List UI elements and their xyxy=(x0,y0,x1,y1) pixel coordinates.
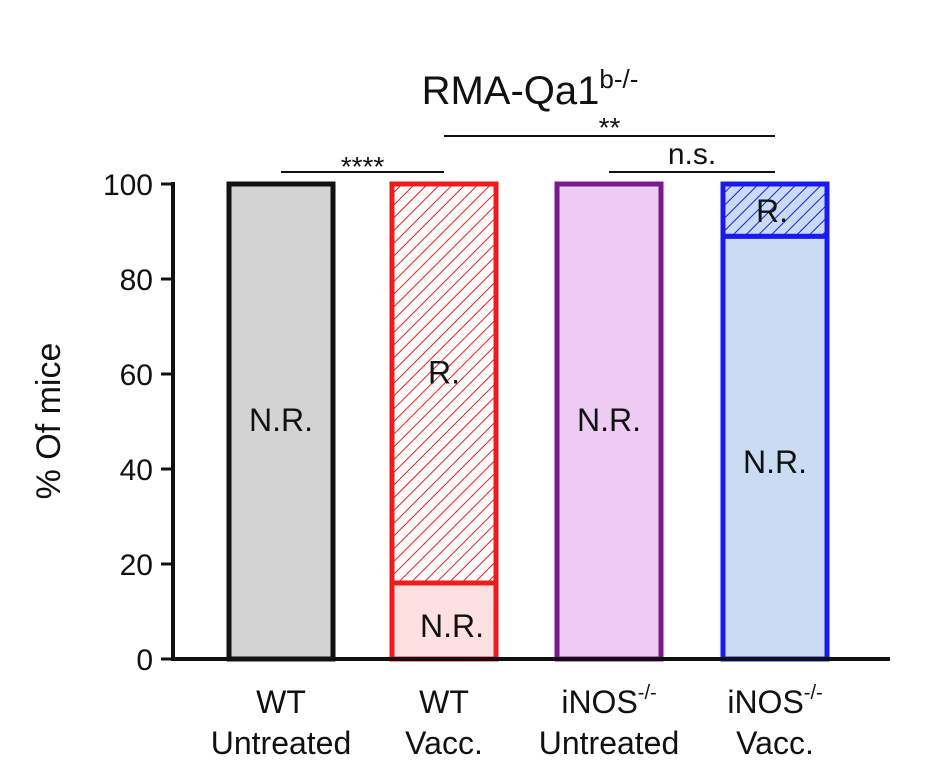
x-axis-labels: WT Untreated WT Vacc. iNOS-/- Untreated iNOS-/… xyxy=(211,682,823,761)
bar-segment-label: N.R. xyxy=(249,402,313,438)
bar-segment-label: N.R. xyxy=(420,608,484,644)
x-tick-label-line2: Vacc. xyxy=(405,725,483,761)
bar-segment-label: N.R. xyxy=(577,402,641,438)
x-tick-label-line1: iNOS-/- xyxy=(561,682,656,720)
y-tick-label: 80 xyxy=(120,264,153,297)
y-tick-label: 60 xyxy=(120,359,153,392)
x-tick-label-line1: iNOS-/- xyxy=(727,682,822,720)
bar-segment-label: N.R. xyxy=(743,444,807,480)
y-tick-label: 100 xyxy=(103,169,153,202)
bars: N.R. N.R. R. N.R. N.R. R. xyxy=(226,181,830,662)
bar-segment-responder xyxy=(720,181,830,239)
x-tick-label-line2: Vacc. xyxy=(736,725,814,761)
bar-1: N.R. R. xyxy=(389,181,499,662)
significance-label: n.s. xyxy=(668,138,716,171)
axes xyxy=(171,182,890,661)
x-tick-label-line1: WT xyxy=(419,684,469,720)
y-axis-ticks: 0 20 40 60 80 100 xyxy=(103,169,173,677)
y-tick-label: 20 xyxy=(120,549,153,582)
significance-label: **** xyxy=(341,151,385,182)
x-tick-label-line1: WT xyxy=(256,684,306,720)
bar-2: N.R. xyxy=(554,181,664,662)
x-tick-label-line2: Untreated xyxy=(211,725,352,761)
significance-brackets: ******n.s. xyxy=(281,112,775,182)
bar-3: N.R. R. xyxy=(720,181,830,662)
significance-label: ** xyxy=(599,112,621,143)
y-tick-label: 0 xyxy=(136,644,153,677)
bar-0: N.R. xyxy=(226,181,336,662)
bar-segment-responder xyxy=(389,181,499,586)
y-axis-label: % Of mice xyxy=(30,343,68,500)
bar-segment-label: R. xyxy=(756,193,788,229)
x-tick-label-line2: Untreated xyxy=(539,725,680,761)
bar-segment-non-responder xyxy=(389,580,499,662)
y-tick-label: 40 xyxy=(120,454,153,487)
chart-title: RMA-Qa1b-/- xyxy=(422,64,639,113)
bar-segment-label: R. xyxy=(428,355,460,391)
chart-title-superscript: b-/- xyxy=(599,64,638,94)
